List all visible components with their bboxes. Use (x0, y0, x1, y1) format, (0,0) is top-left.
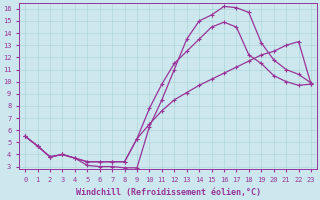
X-axis label: Windchill (Refroidissement éolien,°C): Windchill (Refroidissement éolien,°C) (76, 188, 260, 197)
